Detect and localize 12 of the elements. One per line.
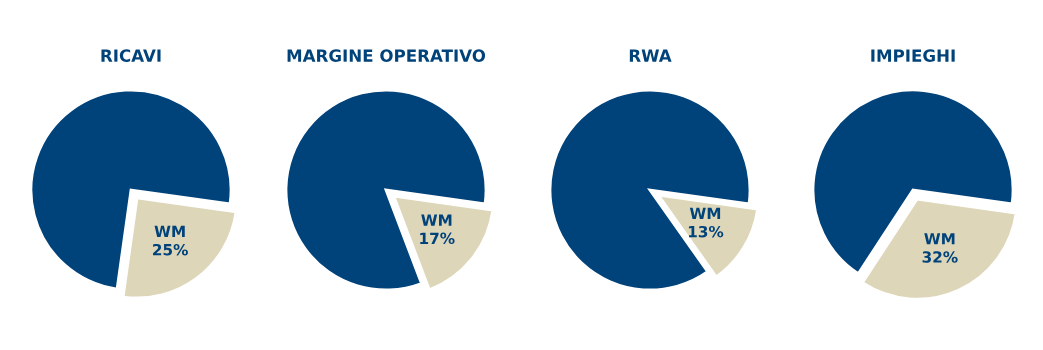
chart-title: RICAVI — [101, 49, 161, 62]
chart-title: RWA — [629, 49, 672, 62]
chart-title: IMPIEGHI — [871, 49, 955, 62]
data-label: 13% — [688, 225, 724, 238]
slice-label: WM — [421, 214, 452, 226]
data-label: 17% — [420, 232, 455, 245]
data-label: 25% — [153, 243, 188, 256]
slice-label: WM — [154, 225, 185, 237]
slice-label: WM — [924, 233, 955, 245]
data-label: 32% — [922, 251, 958, 263]
slice-label: WM — [689, 207, 721, 219]
chart-title: MARGINE OPERATIVO — [287, 49, 486, 62]
